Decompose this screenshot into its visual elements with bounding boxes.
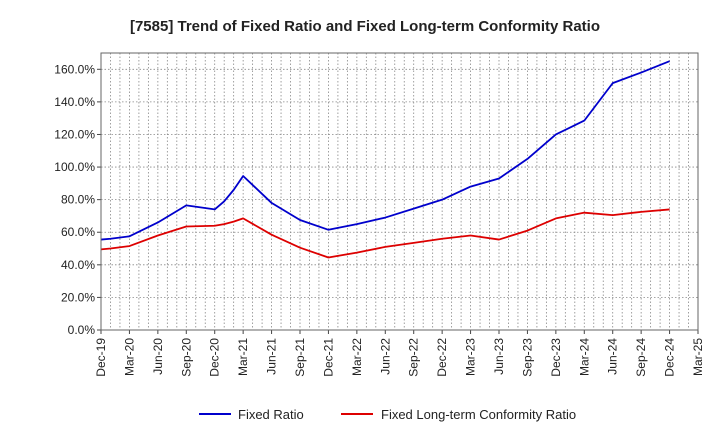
legend-item: Fixed Long-term Conformity Ratio (341, 407, 576, 422)
x-tick-label: Sep-23 (520, 338, 534, 377)
x-tick-label: Sep-24 (634, 338, 648, 377)
x-tick-label: Mar-22 (350, 338, 364, 376)
x-tick-label: Mar-23 (464, 338, 478, 376)
y-tick-label: 60.0% (61, 225, 95, 239)
x-tick-label: Jun-20 (151, 338, 165, 375)
x-tick-label: Jun-22 (378, 338, 392, 375)
x-tick-label: Dec-23 (549, 338, 563, 377)
legend-label: Fixed Ratio (238, 407, 304, 422)
series-line-fixed-long-term-conformity-ratio (100, 208, 670, 259)
x-tick-label: Sep-22 (407, 338, 421, 377)
x-tick-label: Mar-20 (122, 338, 136, 376)
y-tick-label: 0.0% (68, 323, 96, 337)
y-tick-label: 100.0% (54, 160, 95, 174)
x-tick-label: Mar-21 (236, 338, 250, 376)
x-axis-ticks: Dec-19 Mar-20 Jun-20 Sep-20 Dec-20 Mar-21 Jun-… (94, 330, 705, 377)
series-lines (100, 60, 670, 259)
plot-area (101, 53, 698, 330)
y-tick-label: 20.0% (61, 290, 95, 304)
grid-lines (100, 53, 699, 331)
y-tick-label: 80.0% (61, 193, 95, 207)
legend: Fixed Ratio Fixed Long-term Conformity Ra… (199, 407, 576, 422)
x-tick-label: Sep-21 (293, 338, 307, 377)
x-tick-label: Dec-19 (94, 338, 108, 377)
legend-label: Fixed Long-term Conformity Ratio (381, 407, 576, 422)
x-tick-label: Jun-23 (492, 338, 506, 375)
y-tick-label: 120.0% (54, 127, 95, 141)
x-tick-label: Sep-20 (179, 338, 193, 377)
x-tick-label: Dec-21 (321, 338, 335, 377)
x-tick-label: Dec-24 (663, 338, 677, 377)
y-tick-label: 160.0% (54, 62, 95, 76)
x-tick-label: Dec-22 (435, 338, 449, 377)
y-tick-label: 40.0% (61, 258, 95, 272)
x-tick-label: Jun-21 (265, 338, 279, 375)
x-tick-label: Dec-20 (208, 338, 222, 377)
x-tick-label: Jun-24 (606, 338, 620, 375)
x-tick-label: Mar-24 (577, 338, 591, 376)
y-axis-ticks: 0.0% 20.0% 40.0% 60.0% 80.0% 100.0% 120.0% 140.… (54, 62, 101, 337)
legend-item: Fixed Ratio (199, 407, 304, 422)
x-tick-label: Mar-25 (691, 338, 705, 376)
y-tick-label: 140.0% (54, 95, 95, 109)
plot-border (100, 52, 699, 331)
chart-title: [7585] Trend of Fixed Ratio and Fixed Lo… (130, 18, 600, 35)
series-line-fixed-ratio (100, 60, 670, 241)
